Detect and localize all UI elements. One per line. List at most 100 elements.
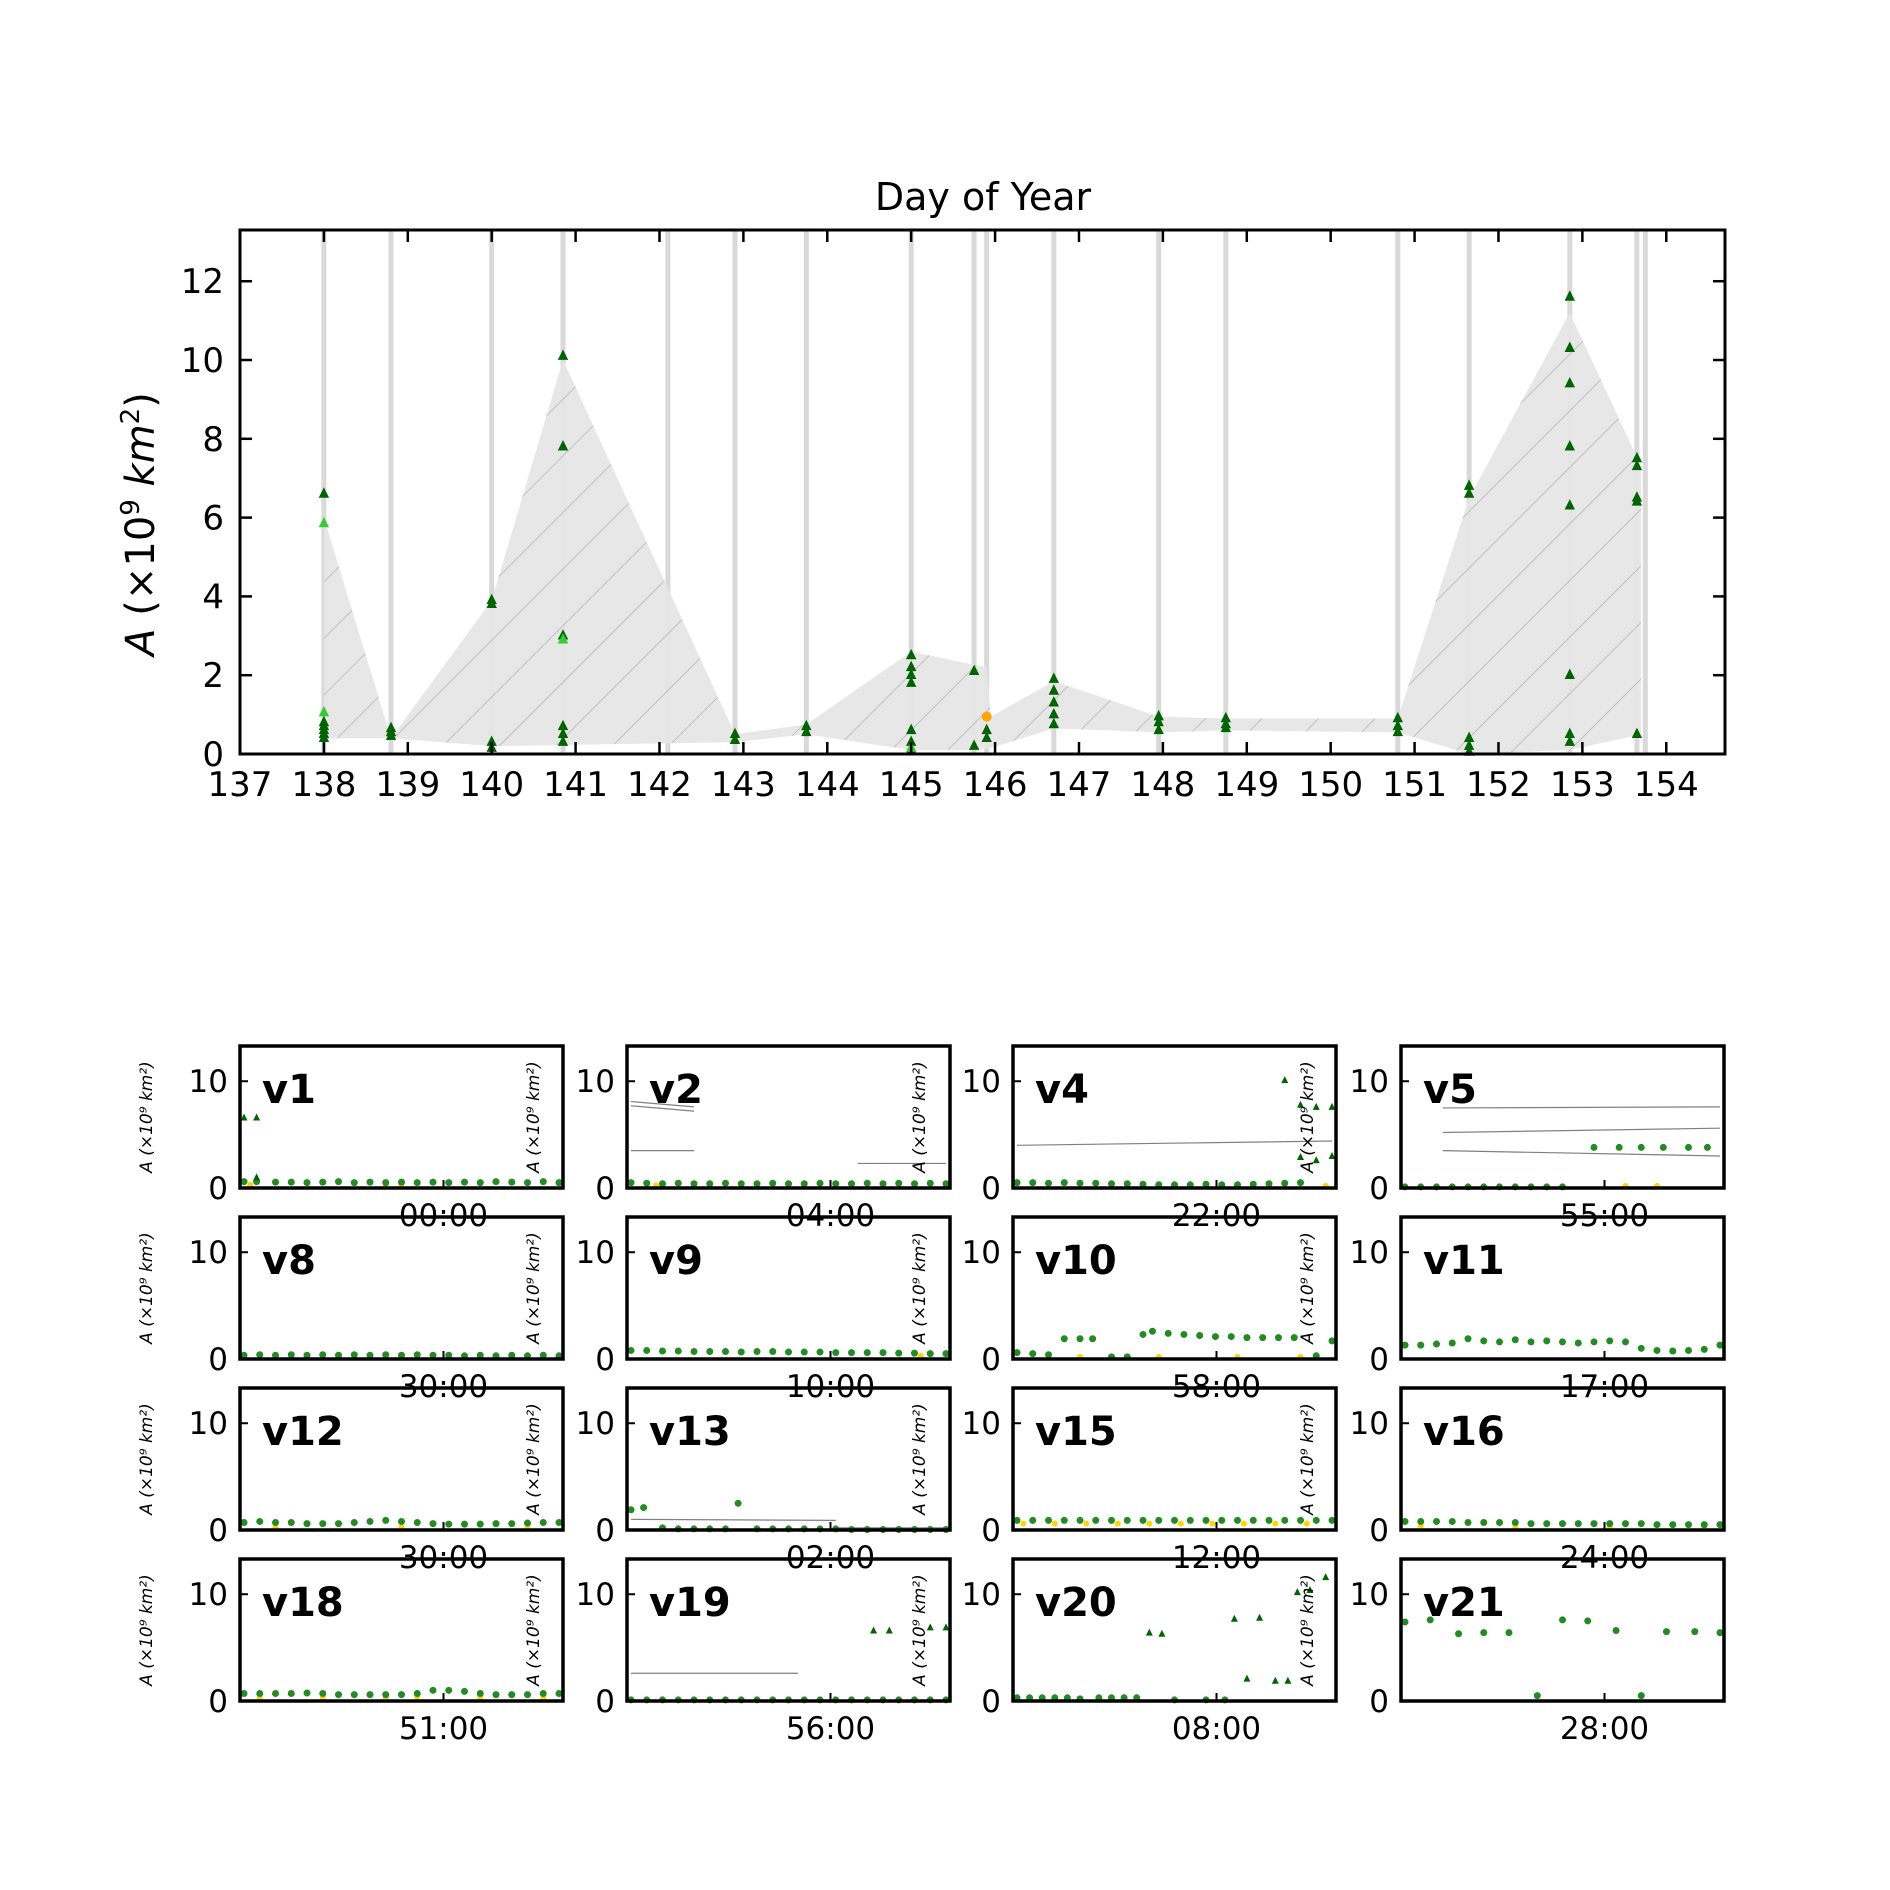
panel-label: v4 xyxy=(1035,1067,1089,1113)
data-point xyxy=(1048,672,1060,683)
data-point xyxy=(429,1686,437,1694)
panel-frame xyxy=(1011,1044,1338,1190)
data-point xyxy=(366,1517,374,1525)
data-point xyxy=(1306,1585,1314,1593)
data-point xyxy=(508,1520,516,1528)
panel-frame xyxy=(1011,1557,1338,1703)
data-point xyxy=(1590,1143,1598,1151)
data-point xyxy=(319,1520,327,1528)
data-point xyxy=(926,1350,934,1358)
data-point xyxy=(253,1113,261,1121)
reference-line xyxy=(630,1105,695,1112)
y-axis-label: A (×10⁹ km²) xyxy=(1298,1403,1318,1516)
data-point xyxy=(1637,1344,1645,1352)
data-point xyxy=(303,1179,311,1187)
y-tick-label: 10 xyxy=(962,1577,1001,1613)
data-point xyxy=(1148,1327,1156,1335)
y-tick-label: 2 xyxy=(202,656,224,696)
y-tick-label: 0 xyxy=(595,1342,615,1378)
x-tick-label: 149 xyxy=(1214,765,1279,805)
y-tick-label: 10 xyxy=(1350,1577,1389,1613)
data-point xyxy=(1013,1349,1021,1357)
data-point xyxy=(659,1347,666,1355)
y-axis-label: A (×10⁹ km²) xyxy=(910,1232,930,1345)
data-point xyxy=(461,1687,468,1695)
panel-label: v20 xyxy=(1035,1580,1117,1626)
panel-label: v19 xyxy=(649,1580,731,1626)
data-point xyxy=(557,735,569,746)
y-axis-label: A (×10⁹ km²) xyxy=(524,1232,544,1345)
data-point xyxy=(1312,1102,1320,1110)
data-point xyxy=(1691,1628,1699,1636)
y-tick-label: 0 xyxy=(981,1513,1001,1549)
data-point xyxy=(1290,1334,1298,1342)
data-point xyxy=(350,1351,358,1359)
data-point xyxy=(1243,1334,1251,1342)
data-point xyxy=(981,723,992,735)
data-point xyxy=(1293,1588,1301,1596)
data-point xyxy=(1322,1573,1330,1581)
data-point xyxy=(319,1690,327,1698)
data-point xyxy=(555,1179,563,1187)
data-point xyxy=(1685,1143,1692,1151)
data-point xyxy=(256,1517,264,1525)
data-point xyxy=(1574,1520,1582,1528)
y-tick-label: 6 xyxy=(202,499,224,539)
data-point xyxy=(1496,1519,1503,1527)
data-point xyxy=(1700,1521,1708,1529)
data-point xyxy=(539,1351,547,1359)
data-point xyxy=(335,1178,342,1186)
panel-label: v12 xyxy=(262,1409,344,1455)
panel-frame xyxy=(238,1386,565,1532)
y-axis-label: A (×10⁹ km²) xyxy=(910,1574,930,1687)
data-point xyxy=(1533,1692,1541,1700)
x-tick-label: 151 xyxy=(1382,765,1447,805)
data-point xyxy=(690,1348,698,1356)
data-point xyxy=(1669,1347,1677,1355)
panel-frame xyxy=(625,1215,952,1361)
data-point xyxy=(1631,459,1643,471)
data-point xyxy=(492,1691,500,1699)
data-point xyxy=(1564,376,1576,388)
data-point xyxy=(1272,1520,1279,1527)
data-point xyxy=(1171,1516,1178,1524)
data-point xyxy=(445,1179,453,1187)
data-point xyxy=(429,1520,437,1528)
data-point xyxy=(1669,1521,1677,1529)
x-tick-label: 154 xyxy=(1634,765,1699,805)
data-point xyxy=(1590,1520,1598,1528)
data-point xyxy=(1249,1180,1257,1188)
panel-frame xyxy=(238,1044,565,1190)
data-point xyxy=(870,1626,878,1634)
x-tick-label: 148 xyxy=(1130,765,1195,805)
y-tick-label: 0 xyxy=(1369,1684,1389,1720)
panel-label: v15 xyxy=(1035,1409,1117,1455)
data-point xyxy=(1180,1330,1188,1338)
data-point xyxy=(240,1113,248,1121)
y-tick-label: 0 xyxy=(595,1513,615,1549)
x-tick-label: 147 xyxy=(1047,765,1112,805)
data-point xyxy=(1637,1692,1645,1700)
data-point xyxy=(335,1691,342,1699)
data-point xyxy=(905,723,917,735)
y-tick-label: 10 xyxy=(576,1064,615,1100)
y-tick-label: 8 xyxy=(202,420,224,460)
data-point xyxy=(1256,1613,1264,1621)
y-tick-label: 10 xyxy=(189,1064,228,1100)
data-point xyxy=(557,633,569,644)
y-axis-label-close: ) xyxy=(118,392,164,408)
data-point xyxy=(627,1506,635,1514)
data-point xyxy=(800,1180,808,1188)
x-tick-label: 152 xyxy=(1466,765,1531,805)
data-point xyxy=(318,516,330,528)
data-point xyxy=(1615,1143,1623,1151)
data-point xyxy=(1274,1334,1282,1342)
panel-frame xyxy=(1399,1215,1726,1361)
small-panel-v19: v19 0 10 A (×10⁹ km²) 56:00 xyxy=(524,1557,952,1747)
data-point xyxy=(1259,1334,1267,1342)
data-point xyxy=(256,1351,264,1359)
data-point xyxy=(1685,1346,1692,1354)
